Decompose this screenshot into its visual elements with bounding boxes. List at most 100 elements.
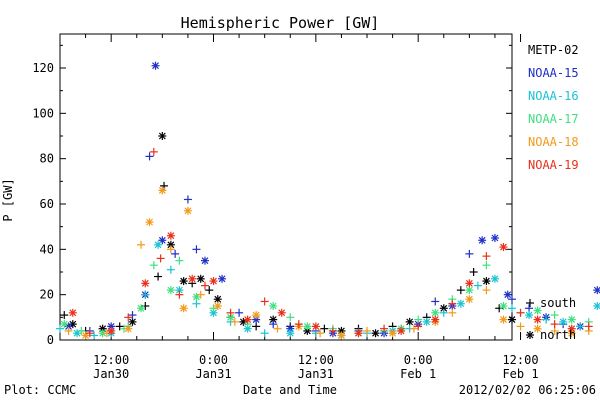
south-point [145,152,154,161]
legend-entry: NOAA-17 [528,112,579,126]
north-point [154,240,163,249]
footer-source: Plot: CCMC [4,383,76,397]
plot-frame [59,33,513,341]
south-point [77,326,86,335]
north-point [525,311,534,320]
south-point [85,329,94,338]
south-point [469,268,478,276]
north-point [179,277,188,286]
north-point [213,295,222,304]
south-point [192,245,201,254]
south-point [482,252,491,261]
south-point [115,322,124,331]
south-point [226,308,235,317]
north-point [371,329,380,338]
north-point [354,329,363,338]
north-point [209,277,218,286]
south-point [183,195,192,204]
south-point [508,304,516,313]
south-point [137,240,146,249]
y-tick-label: 100 [32,106,54,120]
south-point [128,311,137,320]
north-point [503,290,512,299]
legend-entry: NOAA-16 [528,89,579,103]
north-point [533,306,542,315]
north-point [559,317,568,326]
south-point [154,272,163,281]
south-point [196,290,205,299]
north-point [397,326,406,335]
north-point [252,311,261,320]
y-tick-label: 20 [40,288,54,302]
south-point [550,311,559,320]
south-point [414,322,423,331]
north-point [533,324,542,333]
south-point [60,311,69,320]
south-point [230,317,239,326]
north-point [337,331,346,340]
x-tick-label-date: Jan31 [195,367,231,381]
south-point [550,326,559,335]
south-point [448,299,457,308]
y-axis: 0 20 40 60 80 100 120 [32,44,512,347]
north-point [431,308,440,317]
north-point [196,274,205,283]
y-tick-label: 0 [47,333,54,347]
north-point [593,302,600,310]
north-point [482,277,491,286]
south-point [149,261,158,270]
north-point [107,326,116,335]
south-point [90,331,99,340]
north-point [499,243,508,252]
north-point [490,234,499,242]
south-point [439,308,448,317]
south-point [294,320,303,329]
north-point [508,315,516,324]
north-point [218,274,227,283]
north-point [465,279,474,288]
north-point [73,329,82,338]
south-point [363,326,372,335]
north-point [490,274,499,283]
north-point [158,186,167,195]
south-point [149,147,158,156]
south-point [431,297,440,306]
legend-entry: METP-02 [528,43,579,57]
north-point [145,218,154,227]
y-axis-label: P [GW] [1,178,15,221]
y-tick-label: 40 [40,242,54,256]
chart-title: Hemispheric Power [GW] [181,14,380,32]
north-point [128,317,137,326]
north-point [124,324,133,333]
north-point [183,206,192,215]
south-point [456,286,465,295]
south-point [141,290,150,299]
north-point [209,308,218,317]
south-point [380,324,389,333]
north-point [243,315,252,324]
south-point [260,329,269,338]
x-tick-label-time: 0:00 [199,353,228,367]
marker-legend-label: north [540,328,576,342]
south-point [171,249,180,258]
south-point [482,261,491,270]
south-point [64,326,73,335]
south-point [576,322,585,331]
north-point [567,315,576,324]
north-point [593,286,600,295]
series-legend: METP-02 NOAA-15 NOAA-16 NOAA-17 NOAA-18 NOAA-… [528,43,579,172]
north-point [166,231,175,240]
north-point [60,320,69,329]
south-point [273,324,282,333]
south-point [205,286,214,295]
north-point [456,299,465,308]
south-point [286,313,295,322]
footer-timestamp: 2012/02/02 06:25:06 [459,383,596,397]
north-point [405,317,414,326]
south-point [175,290,184,299]
south-point [269,320,278,329]
north-point [192,292,201,301]
north-point [388,329,397,338]
